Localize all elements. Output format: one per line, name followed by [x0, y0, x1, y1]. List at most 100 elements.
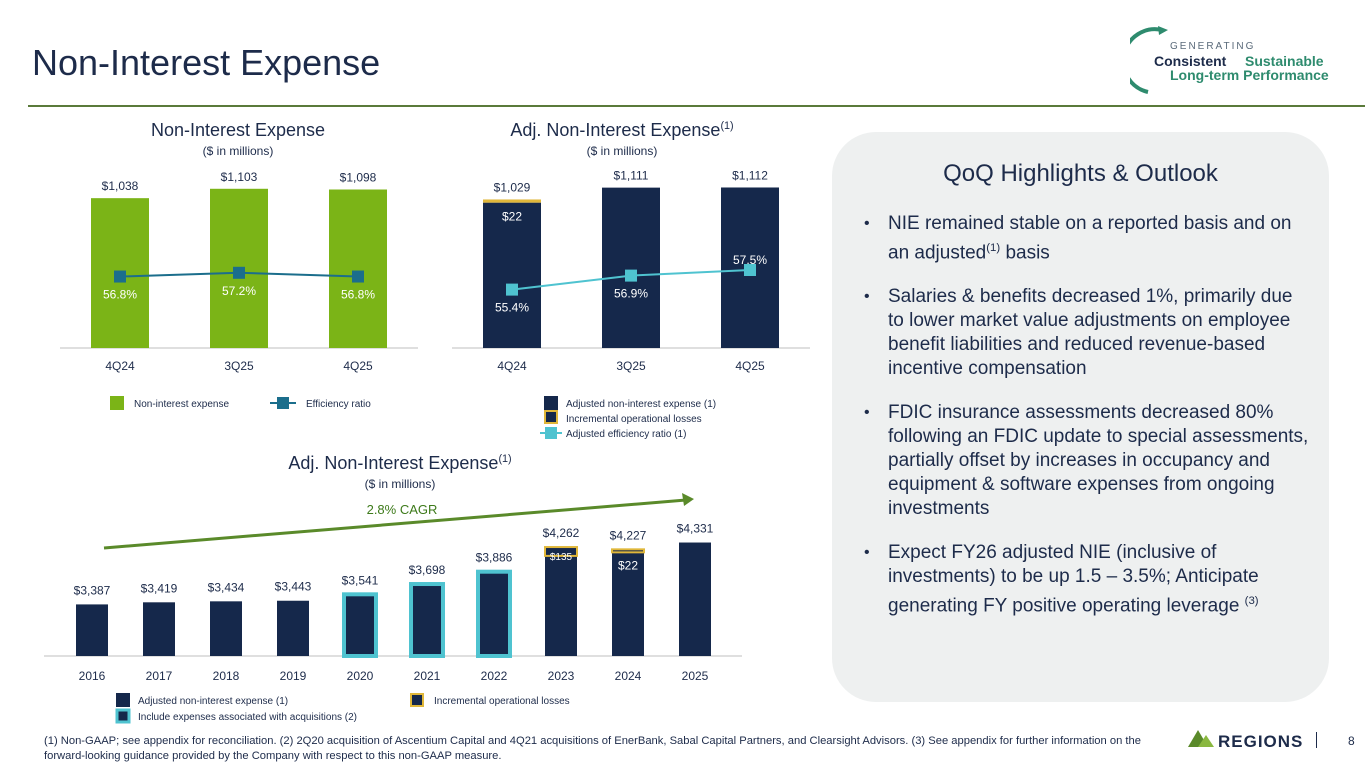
highlight-bullet: • Salaries & benefits decreased 1%, prima…: [864, 286, 1293, 380]
legend-label-incremental: Incremental operational losses: [434, 696, 570, 707]
x-tick-2017: 2017: [146, 669, 173, 683]
x-tick-2023: 2023: [548, 669, 575, 683]
legend-swatch-adj: [544, 396, 558, 410]
bar-value-label-4Q25: $1,098: [340, 171, 377, 185]
ratio-label-4Q25: 56.8%: [341, 288, 375, 302]
bar-2024: [612, 550, 644, 656]
bar-2025: [679, 542, 711, 656]
bar-value-label-2024: $4,227: [610, 528, 647, 542]
chart2-subtitle: ($ in millions): [586, 144, 658, 158]
highlight-bullet: • NIE remained stable on a reported basis…: [864, 213, 1292, 264]
bar-3Q25: [602, 187, 660, 348]
chart1-title: Non-Interest Expense: [150, 120, 326, 140]
bullet-dot-icon: •: [864, 288, 870, 306]
ratio-marker-4Q24: [114, 270, 126, 283]
cagr-arrow: [103, 498, 687, 550]
ratio-marker-3Q25: [625, 269, 637, 282]
bar-4Q25: [329, 189, 387, 348]
legend-swatch-incremental: [410, 693, 424, 707]
chart3-subtitle: ($ in millions): [364, 477, 436, 491]
bar-value-label-2023: $4,262: [543, 526, 580, 540]
legend-swatch-incremental: [544, 410, 558, 424]
chart1-subtitle: ($ in millions): [202, 144, 274, 158]
x-tick-2024: 2024: [615, 669, 642, 683]
chart2-svg: $22 $1,029 4Q24 $1,111 3Q25 $1,112 4Q25 55.4% 56…: [452, 168, 810, 440]
bar-value-label-2018: $3,434: [208, 580, 245, 594]
incremental-bar-4Q24: [483, 199, 541, 203]
x-tick-3Q25: 3Q25: [224, 359, 254, 373]
ratio-label-4Q25: 57.5%: [733, 253, 767, 267]
logo-long-term: Long-term Performance: [1170, 67, 1329, 83]
bar-value-label-4Q24: $1,029: [494, 180, 531, 194]
bar-2017: [143, 602, 175, 656]
regions-logo: REGIONS: [1186, 726, 1336, 757]
ratio-marker-4Q24: [506, 283, 518, 296]
bar-2020: [342, 592, 378, 659]
bar-value-label-3Q25: $1,103: [221, 170, 258, 184]
x-tick-4Q25: 4Q25: [343, 359, 373, 373]
chart3-svg: 2.8% CAGR $3,387 2016 $3,419 2017 $3,434 2018 $…: [44, 493, 742, 724]
bar-value-label-2019: $3,443: [275, 580, 312, 594]
cagr-arrow-head-icon: [682, 493, 694, 506]
legend-label-adj-ratio: Adjusted efficiency ratio (1): [566, 429, 686, 440]
bar-4Q24: [483, 202, 541, 348]
x-tick-2018: 2018: [213, 669, 240, 683]
bar-value-label-2017: $3,419: [141, 581, 178, 595]
regions-leaf-icon-2: [1198, 735, 1214, 747]
x-tick-4Q24: 4Q24: [497, 359, 527, 373]
incremental-label-4Q24: $22: [502, 210, 522, 224]
ratio-marker-3Q25: [233, 266, 245, 279]
logo-sustainable: Sustainable: [1245, 53, 1324, 69]
legend-swatch-nie: [110, 396, 124, 410]
highlight-bullet: • Expect FY26 adjusted NIE (inclusive of …: [864, 542, 1259, 617]
incremental-label-2023: $135: [550, 552, 573, 563]
logo-separator: [1316, 732, 1317, 748]
legend-label-incremental: Incremental operational losses: [566, 414, 702, 425]
x-tick-2020: 2020: [347, 669, 374, 683]
highlight-bullet: • FDIC insurance assessments decreased 80…: [864, 402, 1309, 520]
ratio-label-3Q25: 57.2%: [222, 284, 256, 298]
incremental-bar-2024: [611, 548, 645, 554]
bar-value-label-3Q25: $1,111: [614, 169, 649, 183]
legend-label-adj: Adjusted non-interest expense (1): [566, 399, 716, 410]
x-tick-2022: 2022: [481, 669, 508, 683]
logo-generating: GENERATING: [1170, 41, 1255, 52]
ratio-marker-4Q25: [352, 270, 364, 283]
generating-logo: GENERATING Consistent Sustainable Long-t…: [1121, 20, 1350, 105]
bullet-dot-icon: •: [864, 215, 870, 232]
bullet-dot-icon: •: [864, 544, 870, 562]
ratio-label-4Q24: 55.4%: [495, 301, 529, 315]
cagr-label: 2.8% CAGR: [367, 502, 438, 517]
title-divider: [28, 105, 1365, 107]
x-tick-4Q24: 4Q24: [105, 359, 135, 373]
logo-consistent: Consistent: [1154, 53, 1227, 69]
bar-2018: [210, 601, 242, 656]
logo-arrow-icon: [1158, 26, 1168, 35]
chart2-title: Adj. Non-Interest Expense(1): [510, 120, 734, 140]
x-tick-2019: 2019: [280, 669, 307, 683]
chart1-svg: $1,038 4Q24 $1,103 3Q25 $1,098 4Q25 56.8% 57.2%…: [60, 170, 418, 410]
legend-swatch-ratio: [277, 397, 289, 409]
incremental-label-2024: $22: [618, 558, 638, 572]
bar-value-label-2025: $4,331: [677, 522, 714, 536]
bar-2021: [409, 582, 445, 658]
bar-value-label-4Q24: $1,038: [102, 179, 139, 193]
bar-value-label-2016: $3,387: [74, 583, 111, 597]
x-tick-4Q25: 4Q25: [735, 359, 765, 373]
page-number: 8: [1348, 734, 1355, 748]
ratio-marker-4Q25: [744, 264, 756, 276]
footnote: (1) Non-GAAP; see appendix for reconcili…: [44, 735, 1141, 762]
highlights-title: QoQ Highlights & Outlook: [943, 160, 1218, 187]
ratio-label-3Q25: 56.9%: [614, 287, 648, 301]
bar-2023: [545, 555, 577, 656]
highlights-list: • NIE remained stable on a reported basis…: [862, 212, 1312, 639]
bar-value-label-2022: $3,886: [476, 551, 513, 565]
bar-value-label-4Q25: $1,112: [732, 168, 768, 182]
bar-value-label-2021: $3,698: [409, 563, 446, 577]
legend-label-ratio: Efficiency ratio: [306, 399, 371, 410]
bullet-dot-icon: •: [864, 404, 870, 422]
bar-2016: [76, 604, 108, 656]
bar-2019: [277, 600, 309, 656]
page-title: Non-Interest Expense: [32, 42, 381, 83]
bar-value-label-2020: $3,541: [342, 573, 379, 587]
